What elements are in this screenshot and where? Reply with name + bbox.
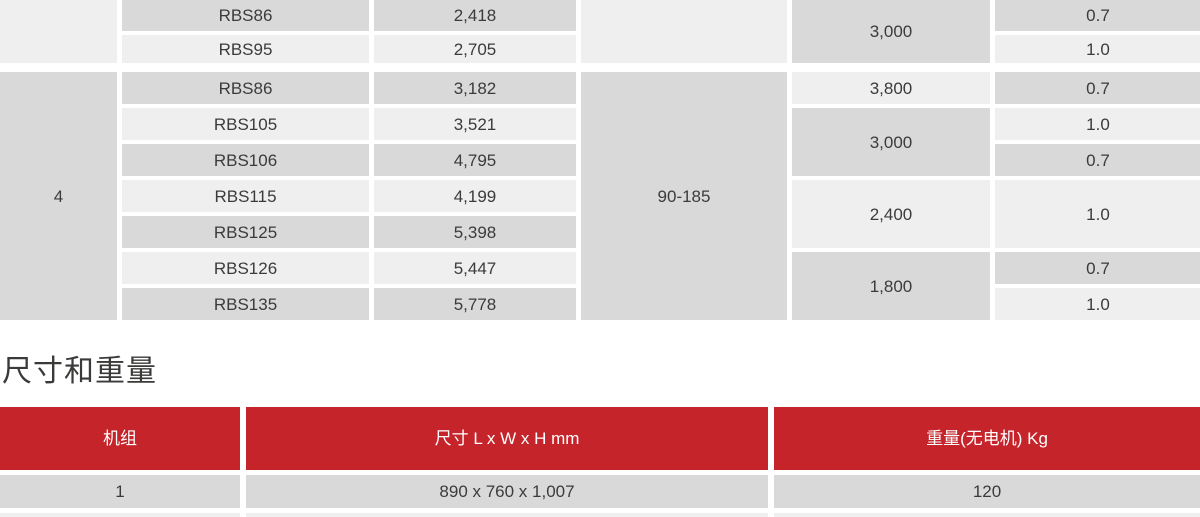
model-cell: RBS115 <box>122 180 369 212</box>
capacity-cell: 3,182 <box>374 72 576 104</box>
speed-cell: 3,000 <box>792 0 990 63</box>
model-cell: RBS86 <box>122 72 369 104</box>
column-header-unit: 机组 <box>0 407 240 470</box>
unit-cell: 1 <box>0 475 240 508</box>
spec-table: 4 RBS86 RBS95 RBS86 RBS105 RBS106 RBS115… <box>0 0 1200 320</box>
group-cell-partial <box>0 0 117 63</box>
ratio-cell: 0.7 <box>995 0 1200 31</box>
ratio-cell: 1.0 <box>995 35 1200 63</box>
ratio-cell: 1.0 <box>995 180 1200 248</box>
section-title: 尺寸和重量 <box>2 355 157 388</box>
capacity-cell: 4,795 <box>374 144 576 176</box>
ratio-cell: 0.7 <box>995 144 1200 176</box>
ratio-cell: 0.7 <box>995 252 1200 284</box>
speed-cell: 3,800 <box>792 72 990 104</box>
capacity-cell: 5,447 <box>374 252 576 284</box>
column-header-size: 尺寸 L x W x H mm <box>246 407 768 470</box>
table-row-partial <box>774 513 1200 517</box>
capacity-cell: 4,199 <box>374 180 576 212</box>
speed-cell: 2,400 <box>792 180 990 248</box>
model-cell: RBS106 <box>122 144 369 176</box>
capacity-cell: 3,521 <box>374 108 576 140</box>
capacity-cell: 2,418 <box>374 0 576 31</box>
weight-cell: 120 <box>774 475 1200 508</box>
model-cell: RBS105 <box>122 108 369 140</box>
range-cell-partial <box>581 0 787 63</box>
group-cell: 4 <box>0 72 117 320</box>
model-cell: RBS86 <box>122 0 369 31</box>
capacity-cell: 5,778 <box>374 288 576 320</box>
model-cell: RBS125 <box>122 216 369 248</box>
table-row-partial <box>0 513 240 517</box>
ratio-cell: 1.0 <box>995 288 1200 320</box>
range-cell: 90-185 <box>581 72 787 320</box>
capacity-cell: 2,705 <box>374 35 576 63</box>
table-row-partial <box>246 513 768 517</box>
dimensions-table: 机组 尺寸 L x W x H mm 重量(无电机) Kg 1 890 x 76… <box>0 407 1200 517</box>
size-cell: 890 x 760 x 1,007 <box>246 475 768 508</box>
capacity-cell: 5,398 <box>374 216 576 248</box>
speed-cell: 1,800 <box>792 252 990 320</box>
model-cell: RBS95 <box>122 35 369 63</box>
ratio-cell: 1.0 <box>995 108 1200 140</box>
column-header-weight: 重量(无电机) Kg <box>774 407 1200 470</box>
model-cell: RBS135 <box>122 288 369 320</box>
ratio-cell: 0.7 <box>995 72 1200 104</box>
speed-cell: 3,000 <box>792 108 990 176</box>
model-cell: RBS126 <box>122 252 369 284</box>
